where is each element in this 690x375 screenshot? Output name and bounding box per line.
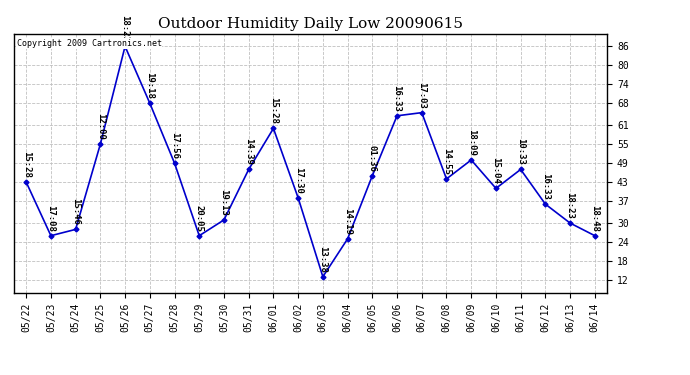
Text: 15:46: 15:46 xyxy=(71,198,80,225)
Text: 18:23: 18:23 xyxy=(566,192,575,219)
Text: 14:19: 14:19 xyxy=(343,208,352,235)
Text: 18:48: 18:48 xyxy=(591,205,600,231)
Text: 14:55: 14:55 xyxy=(442,148,451,175)
Text: 18:09: 18:09 xyxy=(466,129,475,156)
Text: Copyright 2009 Cartronics.net: Copyright 2009 Cartronics.net xyxy=(17,39,161,48)
Text: 19:13: 19:13 xyxy=(219,189,228,216)
Text: 17:08: 17:08 xyxy=(46,205,55,231)
Text: 17:30: 17:30 xyxy=(294,167,303,194)
Text: 14:39: 14:39 xyxy=(244,138,253,165)
Text: 20:05: 20:05 xyxy=(195,205,204,231)
Text: 19:18: 19:18 xyxy=(146,72,155,99)
Text: 15:28: 15:28 xyxy=(269,98,278,124)
Text: 10:33: 10:33 xyxy=(516,138,525,165)
Text: 01:36: 01:36 xyxy=(368,145,377,172)
Text: 15:28: 15:28 xyxy=(21,151,30,178)
Text: 17:56: 17:56 xyxy=(170,132,179,159)
Title: Outdoor Humidity Daily Low 20090615: Outdoor Humidity Daily Low 20090615 xyxy=(158,17,463,31)
Text: 12:00: 12:00 xyxy=(96,113,105,140)
Text: 13:38: 13:38 xyxy=(318,246,327,273)
Text: 17:03: 17:03 xyxy=(417,82,426,108)
Text: 16:33: 16:33 xyxy=(393,85,402,112)
Text: 16:33: 16:33 xyxy=(541,173,550,200)
Text: 15:04: 15:04 xyxy=(491,158,500,184)
Text: 18:21: 18:21 xyxy=(121,15,130,42)
